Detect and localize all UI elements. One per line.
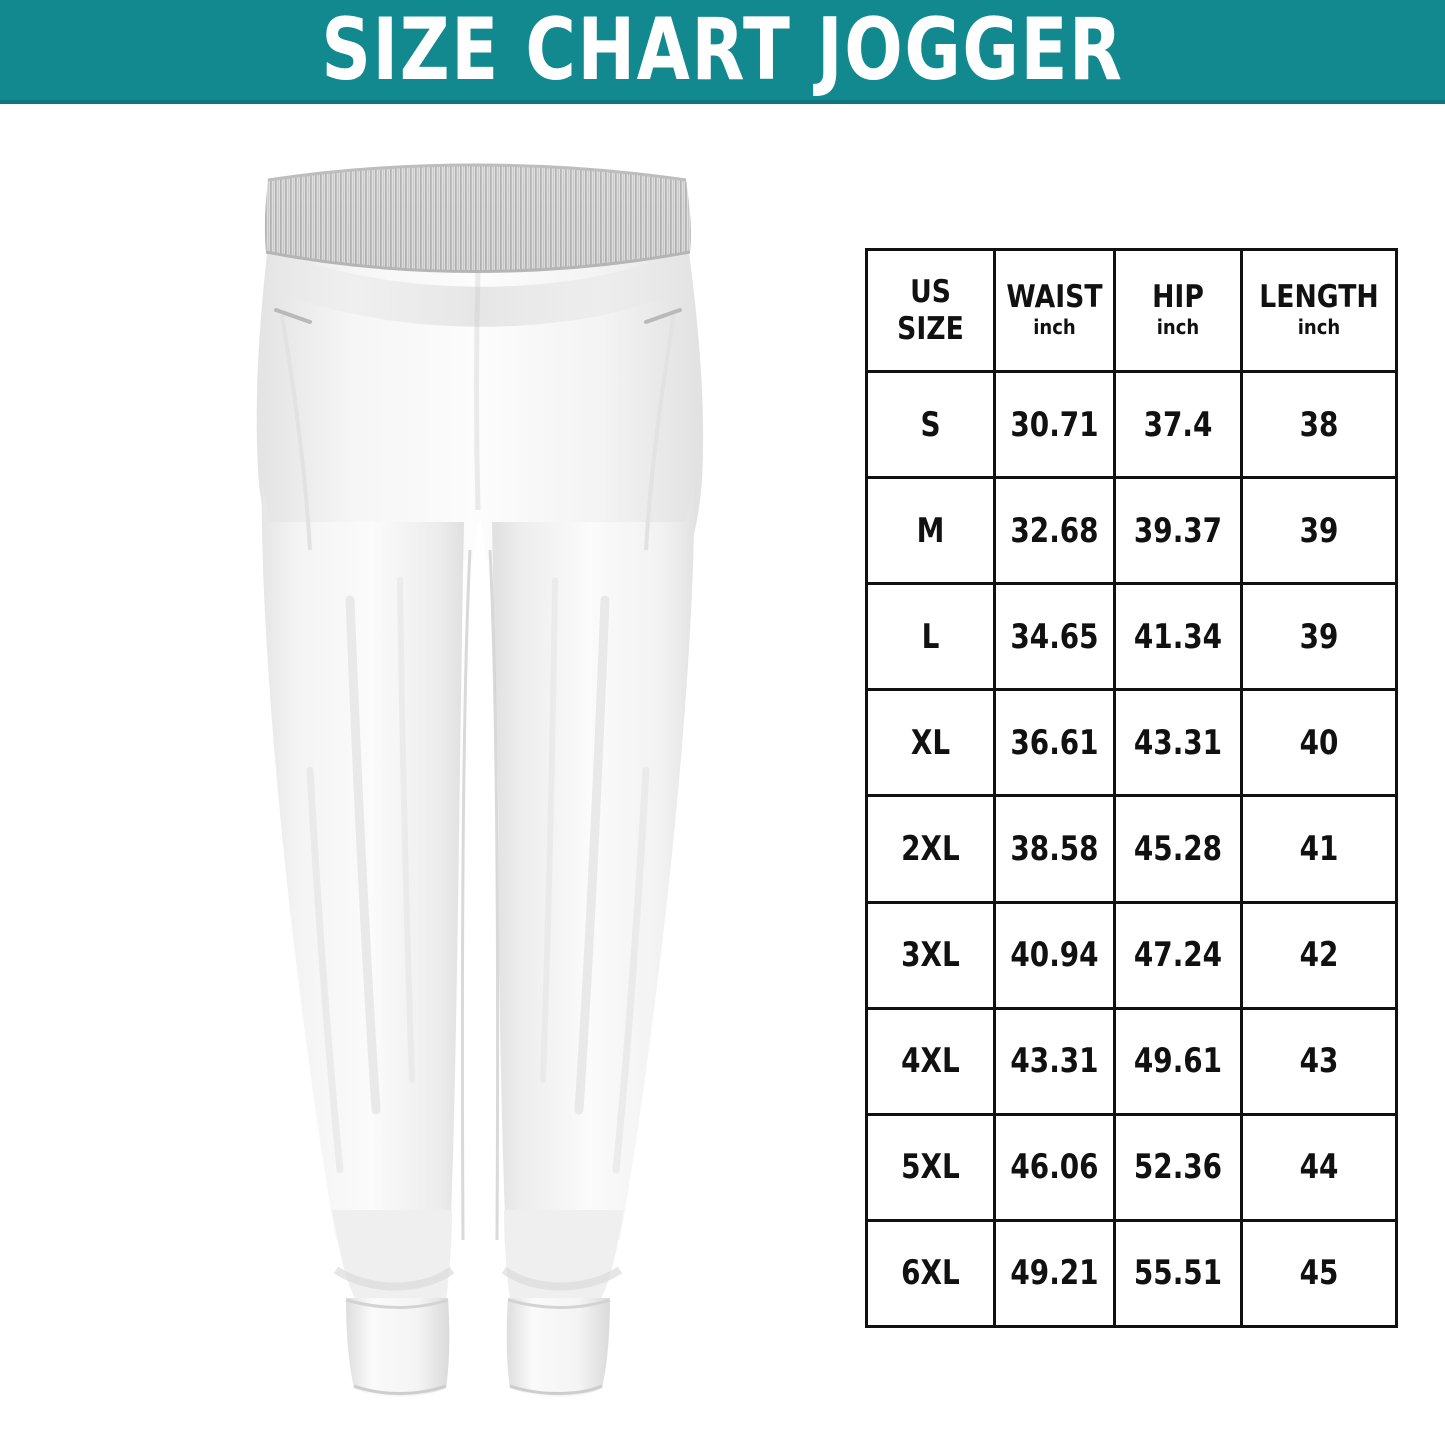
cell-waist: 40.94 <box>993 900 1116 1010</box>
us-size-line1: US <box>910 273 951 310</box>
cell-hip: 52.36 <box>1113 1112 1243 1222</box>
fabric-folds <box>306 577 650 1174</box>
jogger-pockets <box>274 308 682 551</box>
size-chart-table: US SIZE WAIST inch HIP inch LENGTH inch <box>865 248 1398 1329</box>
column-header-waist: WAIST inch <box>993 248 1116 373</box>
left-pocket-opening <box>274 308 312 324</box>
cell-waist: 32.68 <box>993 476 1116 586</box>
cell-size: 3XL <box>865 900 996 1010</box>
table-header: US SIZE WAIST inch HIP inch LENGTH inch <box>865 248 1398 373</box>
table-body: S 30.71 37.4 38 M 32.68 39.37 39 L 34.65… <box>865 369 1398 1329</box>
cell-size: 5XL <box>865 1112 996 1222</box>
cell-length: 38 <box>1240 369 1398 480</box>
cell-size: S <box>865 369 996 480</box>
cell-hip: 47.24 <box>1113 900 1243 1010</box>
jogger-right-cuff <box>506 1298 611 1397</box>
cell-hip: 43.31 <box>1113 688 1243 798</box>
cell-waist: 38.58 <box>993 794 1116 904</box>
waist-label: WAIST <box>1006 278 1103 315</box>
us-size-line2: SIZE <box>897 310 964 347</box>
right-pocket-opening <box>644 308 682 324</box>
table-row: L 34.65 41.34 39 <box>865 582 1398 692</box>
cell-waist: 49.21 <box>993 1218 1116 1329</box>
cell-size: 4XL <box>865 1006 996 1116</box>
table-row: 6XL 49.21 55.51 45 <box>865 1218 1398 1329</box>
jogger-hip-section <box>256 245 704 560</box>
cell-length: 39 <box>1240 476 1398 586</box>
cell-size: 2XL <box>865 794 996 904</box>
table-row: 3XL 40.94 47.24 42 <box>865 900 1398 1010</box>
cell-length: 44 <box>1240 1112 1398 1222</box>
cell-waist: 36.61 <box>993 688 1116 798</box>
cell-length: 40 <box>1240 688 1398 798</box>
cell-hip: 41.34 <box>1113 582 1243 692</box>
jogger-pants-illustration <box>150 150 790 1440</box>
cell-waist: 43.31 <box>993 1006 1116 1116</box>
cell-length: 43 <box>1240 1006 1398 1116</box>
cell-hip: 55.51 <box>1113 1218 1243 1329</box>
table-row: 5XL 46.06 52.36 44 <box>865 1112 1398 1222</box>
cell-size: 6XL <box>865 1218 996 1329</box>
cell-size: M <box>865 476 996 586</box>
cell-hip: 45.28 <box>1113 794 1243 904</box>
hip-label: HIP <box>1152 278 1204 315</box>
cell-length: 41 <box>1240 794 1398 904</box>
column-header-us-size: US SIZE <box>865 248 996 373</box>
cell-waist: 34.65 <box>993 582 1116 692</box>
jogger-left-cuff <box>345 1298 450 1397</box>
length-unit: inch <box>1297 314 1341 339</box>
table-row: 4XL 43.31 49.61 43 <box>865 1006 1398 1116</box>
cell-length: 39 <box>1240 582 1398 692</box>
hip-unit: inch <box>1156 314 1200 339</box>
cell-size: XL <box>865 688 996 798</box>
column-header-hip: HIP inch <box>1113 248 1243 373</box>
table-row: M 32.68 39.37 39 <box>865 476 1398 586</box>
cell-length: 45 <box>1240 1218 1398 1329</box>
length-label: LENGTH <box>1259 278 1379 315</box>
waist-unit: inch <box>1033 314 1076 339</box>
jogger-waistband <box>264 163 691 273</box>
page-title: SIZE CHART JOGGER <box>321 0 1124 100</box>
table-row: S 30.71 37.4 38 <box>865 369 1398 480</box>
cell-waist: 46.06 <box>993 1112 1116 1222</box>
table-row: XL 36.61 43.31 40 <box>865 688 1398 798</box>
cell-length: 42 <box>1240 900 1398 1010</box>
cell-hip: 49.61 <box>1113 1006 1243 1116</box>
cell-hip: 37.4 <box>1113 369 1243 480</box>
cell-size: L <box>865 582 996 692</box>
header-bar: SIZE CHART JOGGER <box>0 0 1445 104</box>
cell-hip: 39.37 <box>1113 476 1243 586</box>
table-row: 2XL 38.58 45.28 41 <box>865 794 1398 904</box>
column-header-length: LENGTH inch <box>1240 248 1398 373</box>
table-header-row: US SIZE WAIST inch HIP inch LENGTH inch <box>865 248 1398 373</box>
cell-waist: 30.71 <box>993 369 1116 480</box>
